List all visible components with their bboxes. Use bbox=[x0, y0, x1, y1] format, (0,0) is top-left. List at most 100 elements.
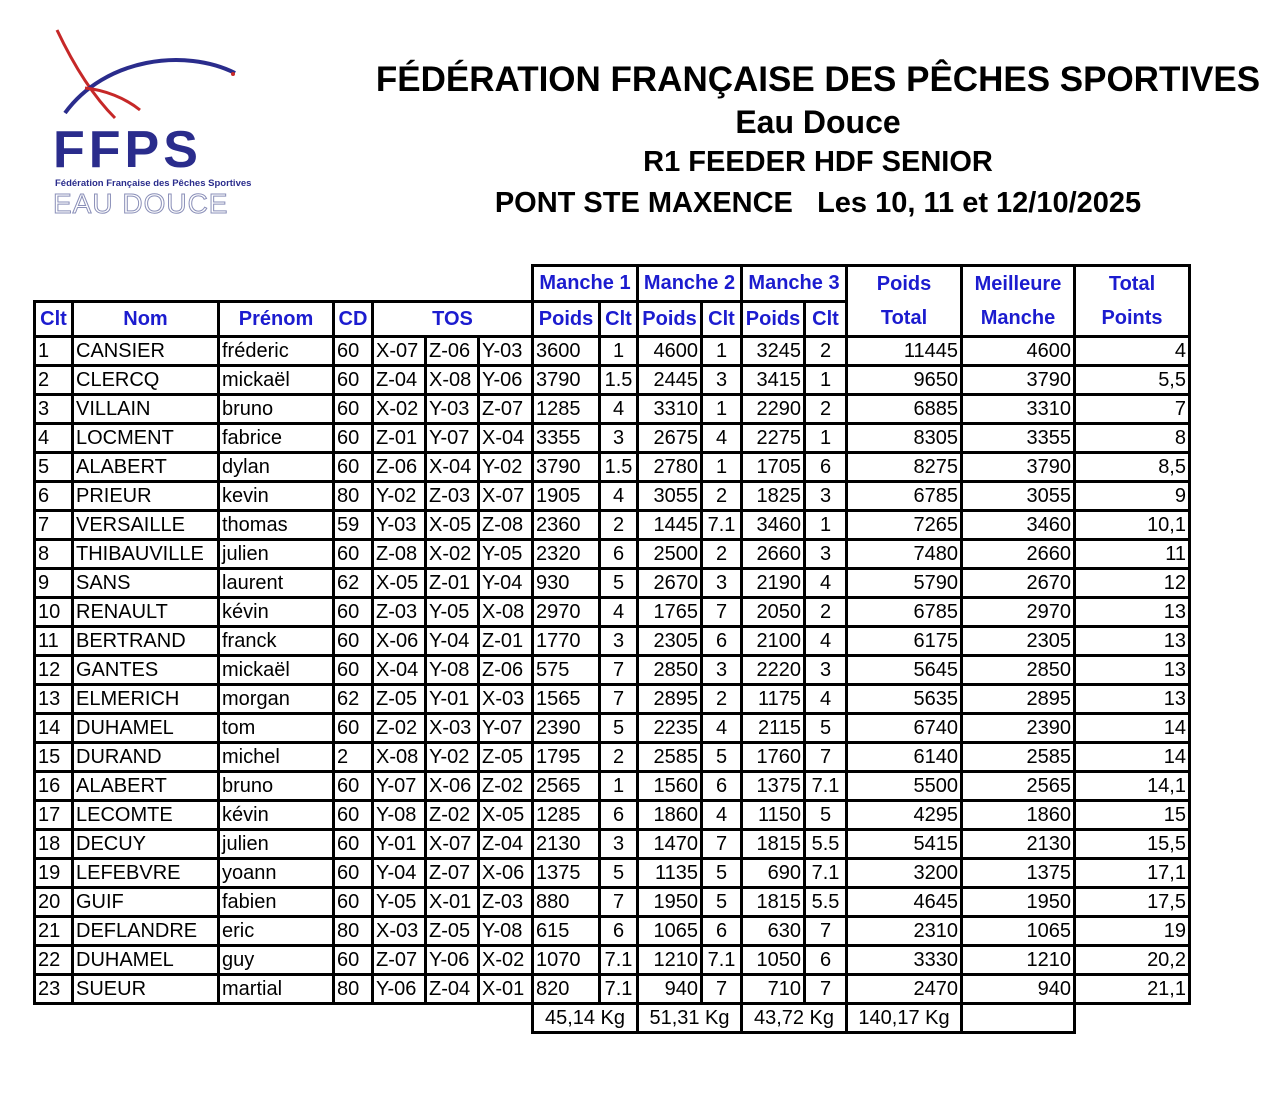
table-row: 10 RENAULT kévin 60 Z-03 Y-05 X-08 2970 4 1765 7 20… bbox=[33, 596, 1191, 628]
m1-poids-cell: 575 bbox=[531, 654, 601, 686]
prenom-cell: eric bbox=[217, 915, 335, 947]
m2-clt-cell: 7 bbox=[700, 828, 743, 860]
m2-poids-cell: 2445 bbox=[636, 364, 703, 396]
m3-poids-cell: 690 bbox=[740, 857, 806, 889]
m1-poids-cell: 2565 bbox=[531, 770, 601, 802]
m2-poids-cell: 2305 bbox=[636, 625, 703, 657]
total-points-cell: 15 bbox=[1073, 799, 1191, 831]
tos-1-cell: Y-02 bbox=[371, 480, 427, 512]
nom-cell: GUIF bbox=[71, 886, 220, 918]
table-row: 6 PRIEUR kevin 80 Y-02 Z-03 X-07 1905 4 3055 2 1825… bbox=[33, 480, 1191, 512]
m3-clt-cell: 1 bbox=[803, 364, 848, 396]
tos-1-cell: Y-08 bbox=[371, 799, 427, 831]
tos-2-cell: X-02 bbox=[424, 538, 480, 570]
m2-clt-cell: 1 bbox=[700, 335, 743, 367]
prenom-cell: laurent bbox=[217, 567, 335, 599]
nom-cell: LEFEBVRE bbox=[71, 857, 220, 889]
m1-clt-cell: 6 bbox=[598, 799, 639, 831]
nom-header: Nom bbox=[71, 299, 220, 338]
cd-cell: 60 bbox=[332, 944, 374, 976]
m2-clt-cell: 1 bbox=[700, 451, 743, 483]
m2-clt-cell: 2 bbox=[700, 480, 743, 512]
meilleure-manche-cell: 1375 bbox=[960, 857, 1076, 889]
m2-clt-cell: 4 bbox=[700, 422, 743, 454]
tos-2-cell: Z-06 bbox=[424, 335, 480, 367]
tos-1-cell: X-04 bbox=[371, 654, 427, 686]
tos-2-cell: Z-04 bbox=[424, 973, 480, 1005]
total-points-cell: 17,1 bbox=[1073, 857, 1191, 889]
cd-cell: 80 bbox=[332, 480, 374, 512]
column-header-row: Clt Nom Prénom CD TOS Poids Clt Poids Cl… bbox=[33, 299, 1190, 338]
clt-cell: 11 bbox=[33, 625, 74, 657]
m3-clt-cell: 5.5 bbox=[803, 886, 848, 918]
m2-poids-cell: 2585 bbox=[636, 741, 703, 773]
total-points-cell: 7 bbox=[1073, 393, 1191, 425]
m3-total-weight: 43,72 Kg bbox=[740, 1002, 848, 1034]
total-points-cell: 19 bbox=[1073, 915, 1191, 947]
m3-poids-cell: 2050 bbox=[740, 596, 806, 628]
m2-poids-cell: 1445 bbox=[636, 509, 703, 541]
tos-2-cell: Y-03 bbox=[424, 393, 480, 425]
total-points-cell: 14,1 bbox=[1073, 770, 1191, 802]
m1-poids-cell: 1070 bbox=[531, 944, 601, 976]
prenom-cell: julien bbox=[217, 538, 335, 570]
m2-poids-cell: 3310 bbox=[636, 393, 703, 425]
meilleure-manche-cell: 940 bbox=[960, 973, 1076, 1005]
nom-cell: RENAULT bbox=[71, 596, 220, 628]
results-table: Manche 1 Manche 2 Manche 3 Poids Total Me… bbox=[33, 264, 1191, 1034]
tos-2-cell: Y-04 bbox=[424, 625, 480, 657]
tos-3-cell: Z-07 bbox=[477, 393, 534, 425]
tos-1-cell: X-06 bbox=[371, 625, 427, 657]
m1-poids-cell: 1375 bbox=[531, 857, 601, 889]
tos-3-cell: Z-08 bbox=[477, 509, 534, 541]
nom-cell: ELMERICH bbox=[71, 683, 220, 715]
m3-clt-cell: 1 bbox=[803, 509, 848, 541]
m1-poids-cell: 2320 bbox=[531, 538, 601, 570]
m3-poids-cell: 3460 bbox=[740, 509, 806, 541]
m1-clt-cell: 5 bbox=[598, 567, 639, 599]
clt-cell: 15 bbox=[33, 741, 74, 773]
m1-clt-cell: 4 bbox=[598, 596, 639, 628]
clt-cell: 12 bbox=[33, 654, 74, 686]
m1-poids-cell: 2970 bbox=[531, 596, 601, 628]
tos-1-cell: Z-06 bbox=[371, 451, 427, 483]
m2-poids-cell: 2500 bbox=[636, 538, 703, 570]
cd-cell: 60 bbox=[332, 712, 374, 744]
meilleure-manche-cell: 3790 bbox=[960, 364, 1076, 396]
m3-poids-cell: 2660 bbox=[740, 538, 806, 570]
manche-1-header: Manche 1 bbox=[531, 264, 639, 303]
m3-poids-cell: 1150 bbox=[740, 799, 806, 831]
nom-cell: THIBAUVILLE bbox=[71, 538, 220, 570]
m2-clt-cell: 7 bbox=[700, 973, 743, 1005]
total-points-cell: 13 bbox=[1073, 654, 1191, 686]
m3-clt-cell: 7 bbox=[803, 973, 848, 1005]
total-points-cell: 8 bbox=[1073, 422, 1191, 454]
meilleure-manche-cell: 1860 bbox=[960, 799, 1076, 831]
m1-clt-cell: 5 bbox=[598, 857, 639, 889]
m1-clt-cell: 5 bbox=[598, 712, 639, 744]
nom-cell: DECUY bbox=[71, 828, 220, 860]
poids-total-cell: 7265 bbox=[845, 509, 963, 541]
tos-1-cell: X-02 bbox=[371, 393, 427, 425]
cd-cell: 60 bbox=[332, 799, 374, 831]
nom-cell: VERSAILLE bbox=[71, 509, 220, 541]
m1-clt-cell: 6 bbox=[598, 915, 639, 947]
m2-clt-cell: 7 bbox=[700, 596, 743, 628]
cd-cell: 60 bbox=[332, 335, 374, 367]
tos-3-cell: Y-05 bbox=[477, 538, 534, 570]
m1-clt-cell: 2 bbox=[598, 509, 639, 541]
tos-3-cell: Z-05 bbox=[477, 741, 534, 773]
total-points-cell: 13 bbox=[1073, 625, 1191, 657]
m2-poids-cell: 1210 bbox=[636, 944, 703, 976]
m3-clt-cell: 6 bbox=[803, 944, 848, 976]
poids-total-cell: 5645 bbox=[845, 654, 963, 686]
m3-poids-cell: 2115 bbox=[740, 712, 806, 744]
tos-3-cell: X-07 bbox=[477, 480, 534, 512]
m1-poids-cell: 3790 bbox=[531, 451, 601, 483]
m3-poids-cell: 1375 bbox=[740, 770, 806, 802]
meilleure-manche-header: Meilleure Manche bbox=[960, 264, 1076, 338]
tos-1-cell: Z-04 bbox=[371, 364, 427, 396]
m1-clt-header: Clt bbox=[598, 299, 639, 338]
m2-poids-cell: 2670 bbox=[636, 567, 703, 599]
clt-cell: 13 bbox=[33, 683, 74, 715]
